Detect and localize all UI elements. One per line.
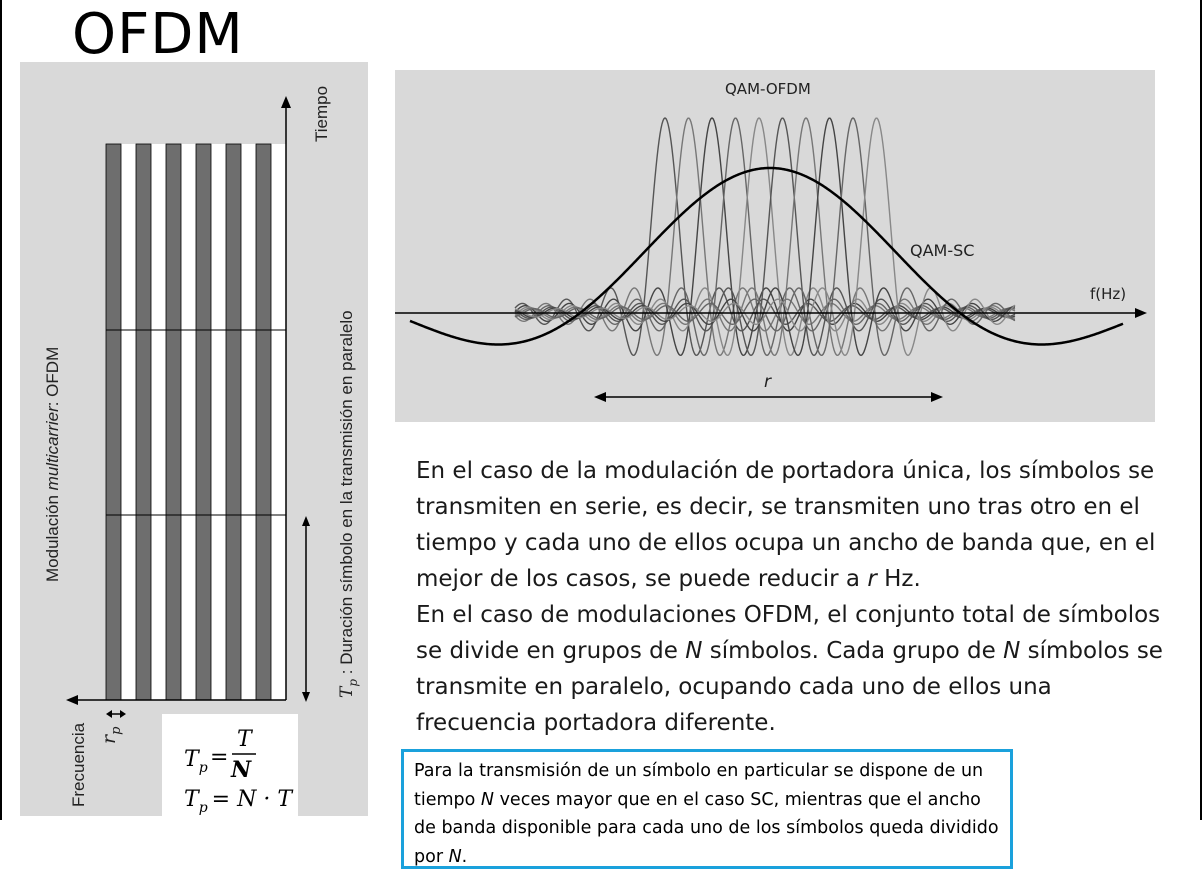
description-paragraph-1: En el caso de la modulación de portadora…	[416, 453, 1176, 597]
tp-description: Tp : Duración símbolo en la transmisión …	[337, 310, 360, 698]
subcarrier-stripe	[255, 143, 272, 701]
rp-arrowhead-right	[120, 710, 126, 718]
text-run-italic: N	[685, 638, 703, 664]
text-run-italic: N	[1003, 638, 1021, 664]
formula-svg: Tp = T N Tp = N · T	[184, 727, 294, 816]
text-run: símbolos. Cada grupo de	[702, 638, 1004, 664]
description-text: En el caso de la modulación de portadora…	[416, 453, 1176, 741]
frequency-axis-arrowhead	[66, 695, 78, 705]
subcarrier-stripe	[135, 143, 152, 701]
qam-ofdm-subcarrier-curves	[514, 117, 1016, 357]
text-run: veces mayor que en el caso SC, mientras …	[414, 789, 999, 867]
qam-sc-curve	[409, 166, 1124, 346]
subcarrier-sinc-curve	[514, 117, 1016, 357]
text-run: Para la transmisión de un símbolo en par…	[414, 761, 984, 810]
formula-1-equals: =	[210, 745, 228, 770]
text-run-italic: N	[480, 789, 495, 810]
formula-box: Tp = T N Tp = N · T	[162, 714, 298, 818]
spectrum-plot: QAM-OFDM QAM-SC f(Hz) r	[395, 70, 1155, 422]
subcarrier-stripe	[225, 143, 242, 701]
subcarrier-stripe	[165, 143, 182, 701]
rp-arrowhead-left	[106, 710, 112, 718]
time-frequency-diagram: Modulación multicarrier: OFDM Tiempo Fre…	[20, 62, 368, 816]
page-title: OFDM	[72, 2, 244, 67]
description-paragraph-2: En el caso de modulaciones OFDM, el conj…	[416, 597, 1176, 741]
note-box: Para la transmisión de un símbolo en par…	[401, 749, 1013, 869]
text-run: En el caso de modulaciones OFDM, el conj…	[416, 602, 1161, 664]
subcarrier-stripe	[105, 143, 122, 701]
text-run: .	[461, 846, 468, 867]
note-text: Para la transmisión de un símbolo en par…	[414, 757, 1000, 871]
subcarrier-sinc-curve	[514, 117, 1016, 356]
formula-1-denominator: N	[230, 757, 252, 783]
qam-ofdm-label: QAM-OFDM	[725, 80, 811, 98]
time-frequency-svg: Modulación multicarrier: OFDM Tiempo Fre…	[43, 86, 360, 807]
time-axis-label: Tiempo	[312, 86, 331, 142]
formula-1-numerator: T	[237, 727, 254, 752]
text-run-italic: r	[867, 566, 877, 592]
bandwidth-arrowhead-right	[931, 392, 943, 402]
tp-arrowhead-bottom	[302, 692, 310, 702]
frequency-axis-arrowhead	[1135, 308, 1147, 318]
rp-label: rp	[98, 726, 124, 744]
qam-sc-label: QAM-SC	[910, 241, 974, 260]
formula-1-lhs: Tp	[184, 747, 208, 776]
text-run: En el caso de la modulación de portadora…	[416, 458, 1156, 592]
time-axis-arrowhead	[281, 96, 291, 108]
spectrum-svg: QAM-OFDM QAM-SC f(Hz) r	[395, 80, 1147, 402]
subcarrier-sinc-curve	[514, 117, 1016, 356]
right-edge-line	[1200, 0, 1202, 820]
text-run: símbolos se transmite en paralelo, ocupa…	[416, 638, 1163, 736]
subcarrier-stripe	[195, 143, 212, 701]
bandwidth-arrowhead-left	[594, 392, 606, 402]
formula-2: Tp = N · T	[184, 787, 294, 816]
bandwidth-label: r	[764, 372, 772, 392]
subcarrier-sinc-curve	[514, 117, 1016, 357]
text-run: Hz.	[876, 566, 921, 592]
left-edge-line	[0, 0, 2, 820]
vertical-diagram-title: Modulación multicarrier: OFDM	[43, 347, 62, 582]
text-run-italic: N	[448, 846, 462, 867]
frequency-axis-label: f(Hz)	[1090, 285, 1126, 303]
frequency-axis-label: Frecuencia	[69, 722, 88, 807]
tp-arrowhead-top	[302, 516, 310, 526]
subcarrier-stripes	[105, 143, 286, 701]
